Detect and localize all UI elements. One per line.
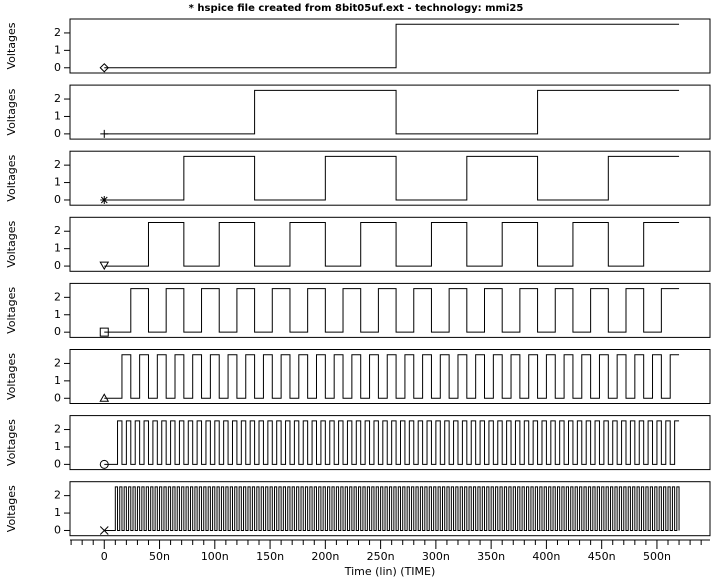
- y-tick-label: 2: [54, 356, 61, 369]
- panel-frame: [69, 282, 711, 338]
- trace-marker: [99, 526, 109, 535]
- y-tick-label: 0: [54, 325, 61, 338]
- x-tick-label: 250n: [367, 550, 395, 563]
- y-tick-label: 2: [54, 26, 61, 39]
- y-tick-label: 2: [54, 489, 61, 502]
- trace-marker: [100, 195, 109, 204]
- x-tick-label: 50n: [149, 550, 170, 563]
- y-tick-label: 2: [54, 423, 61, 436]
- x-axis-label: Time (lin) (TIME): [344, 565, 436, 578]
- signal-line: [104, 354, 680, 399]
- y-tick-label: 1: [54, 506, 61, 519]
- y-tick-label: 1: [54, 242, 61, 255]
- trace-marker: [99, 393, 110, 402]
- signal-line: [104, 288, 680, 333]
- x-tick-label: 150n: [256, 550, 284, 563]
- y-tick-label: 0: [54, 523, 61, 536]
- panel-frame: [69, 481, 711, 537]
- y-tick-label: 1: [54, 440, 61, 453]
- y-tick-label: 2: [54, 224, 61, 237]
- panel-frame: [69, 150, 711, 206]
- y-axis-label: Voltages: [5, 485, 18, 532]
- y-tick-label: 2: [54, 158, 61, 171]
- signal-line: [104, 222, 680, 267]
- trace-marker: [99, 459, 109, 469]
- x-tick-label: 100n: [201, 550, 229, 563]
- y-tick-label: 2: [54, 92, 61, 105]
- y-tick-label: 1: [54, 308, 61, 321]
- y-axis-label: Voltages: [5, 22, 18, 69]
- x-tick-label: 200n: [311, 550, 339, 563]
- y-tick-label: 1: [54, 43, 61, 56]
- trace-marker: [99, 63, 109, 73]
- x-tick-label: 350n: [477, 550, 505, 563]
- x-tick-label: 0: [101, 550, 108, 563]
- y-tick-label: 0: [54, 193, 61, 206]
- signal-line: [104, 89, 680, 135]
- trace-marker: [99, 327, 109, 337]
- y-tick-label: 1: [54, 176, 61, 189]
- chart-title: * hspice file created from 8bit05uf.ext …: [189, 3, 524, 14]
- y-tick-label: 0: [54, 391, 61, 404]
- y-tick-label: 0: [54, 61, 61, 74]
- y-tick-label: 0: [54, 457, 61, 470]
- signal-line: [104, 420, 680, 465]
- y-axis-label: Voltages: [5, 221, 18, 268]
- panel-frame: [69, 349, 711, 404]
- y-axis-label: Voltages: [5, 154, 18, 201]
- signal-line: [104, 23, 680, 69]
- y-tick-label: 1: [54, 109, 61, 122]
- trace-marker: [99, 261, 110, 271]
- panel-frame: [69, 18, 711, 74]
- y-axis-label: Voltages: [5, 353, 18, 400]
- signal-line: [104, 486, 680, 531]
- trace-marker: [100, 129, 109, 138]
- y-axis-label: Voltages: [5, 88, 18, 135]
- panel-frame: [69, 415, 711, 471]
- panel-frame: [69, 216, 711, 272]
- panel-frame: [69, 84, 711, 140]
- y-tick-label: 2: [54, 290, 61, 303]
- x-tick-label: 400n: [532, 550, 560, 563]
- x-tick-label: 300n: [422, 550, 450, 563]
- x-tick-label: 500n: [643, 550, 671, 563]
- y-tick-label: 0: [54, 259, 61, 272]
- y-tick-label: 0: [54, 127, 61, 140]
- x-tick-label: 450n: [588, 550, 616, 563]
- y-axis-label: Voltages: [5, 287, 18, 334]
- signal-line: [104, 155, 680, 201]
- y-axis-label: Voltages: [5, 419, 18, 466]
- y-tick-label: 1: [54, 374, 61, 387]
